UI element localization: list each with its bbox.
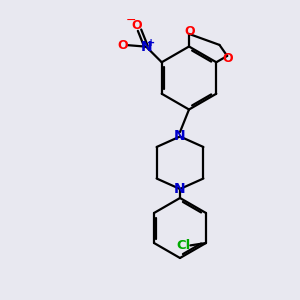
Text: N: N (140, 40, 152, 54)
Text: O: O (117, 39, 128, 52)
Text: O: O (132, 19, 142, 32)
Text: −: − (126, 14, 136, 27)
Text: N: N (174, 130, 186, 143)
Text: O: O (223, 52, 233, 64)
Text: +: + (148, 38, 156, 48)
Text: N: N (174, 182, 186, 196)
Text: Cl: Cl (177, 239, 191, 252)
Text: O: O (184, 25, 195, 38)
